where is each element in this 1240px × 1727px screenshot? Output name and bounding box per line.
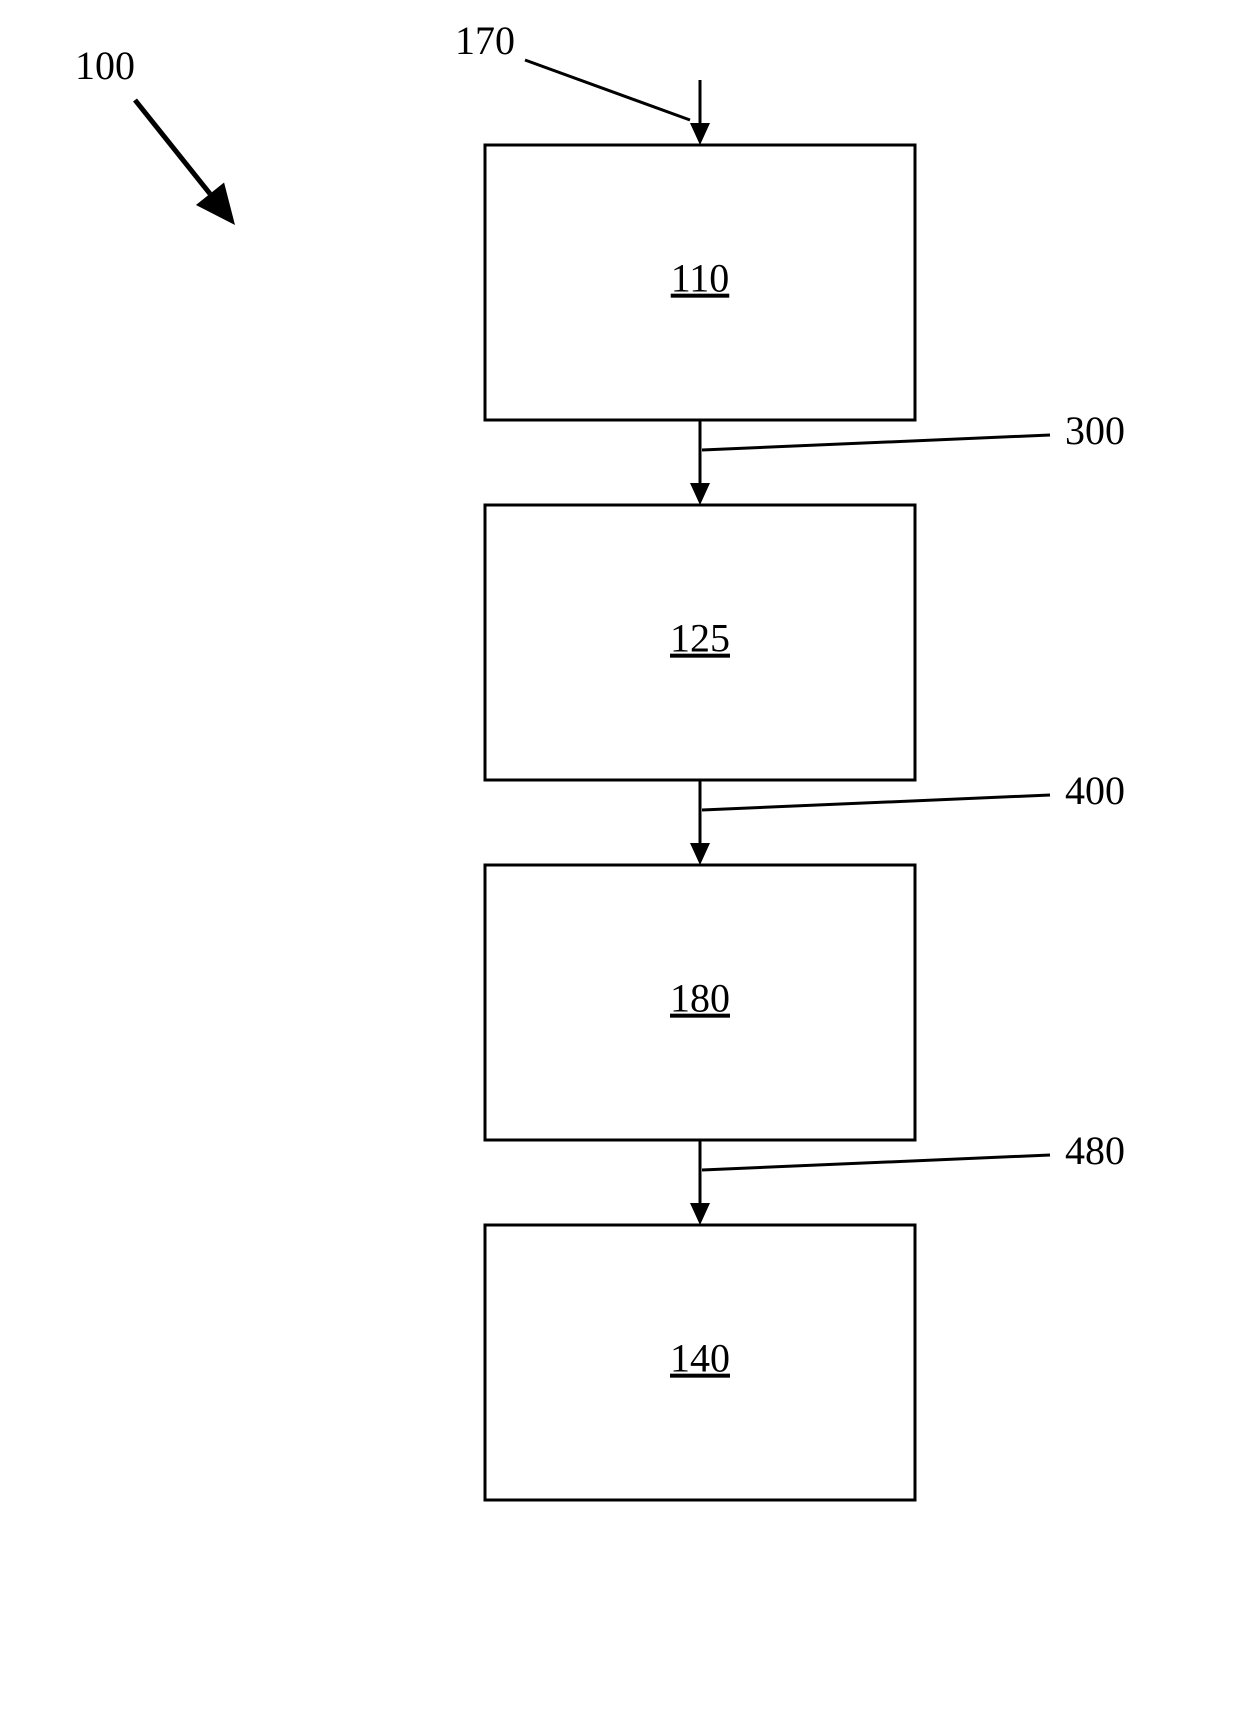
callout-label: 300 [1065,408,1125,453]
flow-box-label: 125 [670,616,730,661]
callout-line [702,1155,1050,1170]
callout-line [702,435,1050,450]
callout-label: 480 [1065,1128,1125,1173]
flow-box-label: 140 [670,1336,730,1381]
figure-arrow-line [135,100,210,194]
callout-label: 400 [1065,768,1125,813]
flow-box-label: 110 [671,256,730,301]
figure-label: 100 [75,43,135,88]
callout-label: 170 [455,18,515,63]
callout-line [702,795,1050,810]
leader-line [525,60,690,120]
flow-box-label: 180 [670,976,730,1021]
figure-arrow-head [196,183,235,225]
